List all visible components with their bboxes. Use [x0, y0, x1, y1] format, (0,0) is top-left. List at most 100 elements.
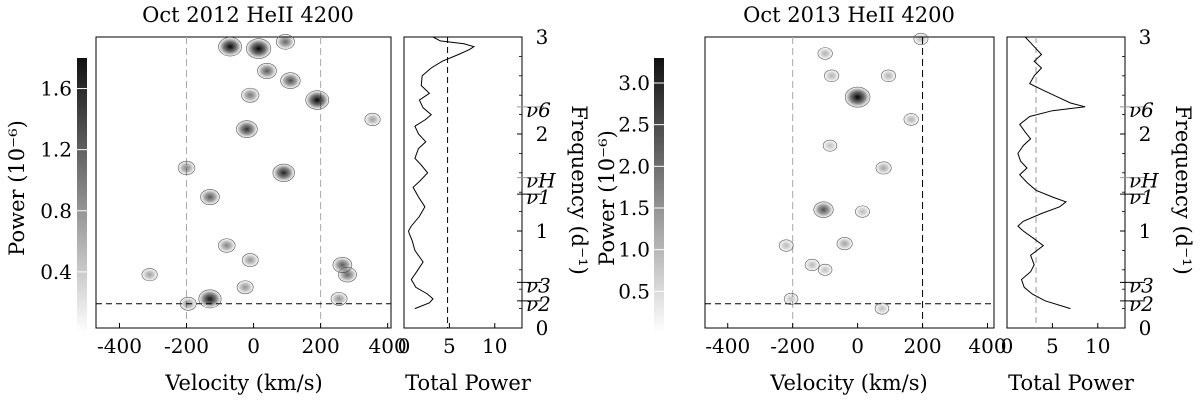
heatmap-peak-2012-8 — [364, 112, 381, 126]
heatmap-peak-2013-4 — [844, 86, 871, 108]
side-freq-label-2013-0: ν6 — [1129, 98, 1154, 122]
side-frame-2013 — [1006, 36, 1126, 329]
heatmap-peak-2012-14 — [338, 266, 357, 283]
chart-2012: Oct 2012 HeII 4200 0.4 0.8 1.2 1.6 Power (1… — [5, 3, 591, 395]
heatmap-peak-2013-8 — [813, 201, 834, 218]
heatmap-peak-2013-7 — [875, 161, 892, 175]
heatmap-2013 — [705, 32, 994, 328]
colorbar-tick-label-2012-3: 1.6 — [40, 77, 72, 101]
heatmap-xtick-label-2012-3: 200 — [302, 334, 340, 358]
heatmap-xtick-label-2013-2: 0 — [851, 334, 864, 358]
side-frame-2012 — [403, 36, 523, 329]
colorbar-tick-label-2013-5: 3.0 — [618, 71, 650, 95]
heatmap-peak-2012-6 — [241, 87, 260, 103]
side-ytick-label-2013-0: 0 — [1139, 316, 1152, 340]
heatmap-peak-2013-14 — [874, 302, 890, 315]
side-xtick-label-2013-1: 5 — [1046, 334, 1059, 358]
heatmap-peak-2013-11 — [778, 239, 794, 252]
side-ytick-label-2013-2: 2 — [1139, 122, 1152, 146]
heatmap-peak-2012-20 — [330, 292, 348, 306]
heatmap-peak-2013-15 — [783, 293, 799, 305]
side-xlabel-2012: Total Power — [405, 371, 532, 395]
side-ytick-label-2012-2: 2 — [536, 122, 549, 146]
chart-2013: Oct 2013 HeII 4200 0.5 1.0 1.5 2.0 2.5 3.0 Po… — [595, 3, 1195, 395]
heatmap-peak-2012-15 — [141, 268, 158, 282]
side-ylabel-2013: Frequency (d⁻¹) — [1171, 105, 1195, 275]
side-freq-label-2012-3: ν3 — [526, 273, 551, 297]
heatmap-xtick-label-2012-4: 400 — [369, 334, 407, 358]
heatmap-peak-2012-18 — [198, 289, 222, 309]
heatmap-peak-2013-5 — [903, 113, 919, 126]
heatmap-peak-2013-2 — [880, 69, 897, 82]
colorbar-tick-label-2013-4: 2.5 — [618, 113, 650, 137]
side-xtick-label-2012-0: 0 — [398, 334, 411, 358]
colorbar-2012 — [77, 58, 87, 333]
colorbar-ticks-2013: 0.5 1.0 1.5 2.0 2.5 3.0 — [618, 71, 664, 303]
side-xlabel-2013: Total Power — [1008, 371, 1135, 395]
heatmap-xtick-label-2012-0: -400 — [97, 334, 142, 358]
heatmap-peak-2012-9 — [177, 160, 196, 176]
heatmap-peak-2013-9 — [855, 205, 870, 218]
heatmap-xtick-label-2012-1: -200 — [164, 334, 209, 358]
side-freq-label-2012-0: ν6 — [526, 98, 551, 122]
side-ytick-label-2012-1: 1 — [536, 219, 549, 243]
colorbar-2013 — [654, 58, 664, 333]
side-xtick-label-2012-2: 10 — [482, 334, 507, 358]
heatmap-2012 — [96, 34, 391, 328]
heatmap-peak-2012-10 — [272, 163, 295, 182]
side-xtick-label-2013-2: 10 — [1085, 334, 1110, 358]
colorbar-tick-label-2013-0: 0.5 — [618, 279, 650, 303]
heatmap-xtick-label-2012-2: 0 — [247, 334, 260, 358]
heatmap-peak-2012-16 — [241, 253, 259, 267]
side-freq-label-2012-4: ν2 — [526, 292, 551, 316]
heatmap-peak-2013-3 — [913, 32, 929, 45]
heatmap-xtick-label-2013-1: -200 — [770, 334, 815, 358]
colorbar-tick-label-2012-1: 0.8 — [40, 199, 72, 223]
ylabel-2013: Power (10⁻⁶) — [595, 130, 619, 266]
heatmap-peak-2012-7 — [236, 120, 258, 138]
colorbar-tick-label-2013-3: 2.0 — [618, 154, 650, 178]
heatmap-peak-2013-10 — [836, 237, 853, 251]
side-freq-label-2013-2: ν1 — [1129, 185, 1154, 209]
heatmap-peak-2013-1 — [824, 69, 840, 82]
heatmap-xtick-label-2013-0: -400 — [705, 334, 750, 358]
colorbar-tick-label-2013-1: 1.0 — [618, 238, 650, 262]
side-xtick-label-2013-0: 0 — [1001, 334, 1014, 358]
heatmap-peak-2012-5 — [305, 90, 330, 110]
heatmap-peak-2012-12 — [218, 238, 236, 253]
colorbar-tick-label-2012-2: 1.2 — [40, 138, 72, 162]
heatmap-peak-2012-11 — [200, 189, 220, 206]
heatmap-peak-2012-4 — [280, 72, 301, 89]
heatmap-xtick-label-2013-4: 400 — [968, 334, 1006, 358]
xlabel-2013: Velocity (km/s) — [769, 371, 927, 395]
side-series-line-2013 — [1017, 36, 1086, 310]
heatmap-peak-2012-2 — [276, 34, 295, 50]
heatmap-peak-2013-0 — [817, 47, 833, 60]
heatmap-peak-2013-12 — [804, 258, 820, 271]
heatmap-peak-2013-13 — [817, 263, 833, 276]
side-ytick-label-2013-1: 1 — [1139, 219, 1152, 243]
side-freq-label-2012-1: νH — [526, 169, 556, 193]
title-2013: Oct 2013 HeII 4200 — [743, 3, 955, 27]
side-series-line-2012 — [407, 36, 476, 310]
colorbar-tick-label-2013-2: 1.5 — [618, 196, 650, 220]
side-freq-label-2013-4: ν2 — [1129, 292, 1154, 316]
colorbar-ticks-2012: 0.4 0.8 1.2 1.6 — [40, 77, 87, 284]
ylabel-2012: Power (10⁻⁶) — [5, 120, 29, 256]
side-ytick-label-2013-3: 3 — [1139, 25, 1152, 49]
side-freq-label-2012-2: ν1 — [526, 185, 551, 209]
side-freq-label-2013-1: νH — [1129, 169, 1159, 193]
side-ytick-label-2012-3: 3 — [536, 25, 549, 49]
heatmap-peak-2012-3 — [257, 62, 277, 79]
side-ytick-label-2012-0: 0 — [536, 316, 549, 340]
heatmap-peak-2013-6 — [822, 139, 838, 152]
heatmap-peak-2012-0 — [218, 37, 242, 57]
side-xtick-label-2012-1: 5 — [443, 334, 456, 358]
heatmap-frame-2013 — [704, 36, 995, 329]
colorbar-tick-label-2012-0: 0.4 — [40, 260, 72, 284]
xlabel-2012: Velocity (km/s) — [164, 371, 322, 395]
heatmap-peak-2012-19 — [179, 296, 197, 311]
